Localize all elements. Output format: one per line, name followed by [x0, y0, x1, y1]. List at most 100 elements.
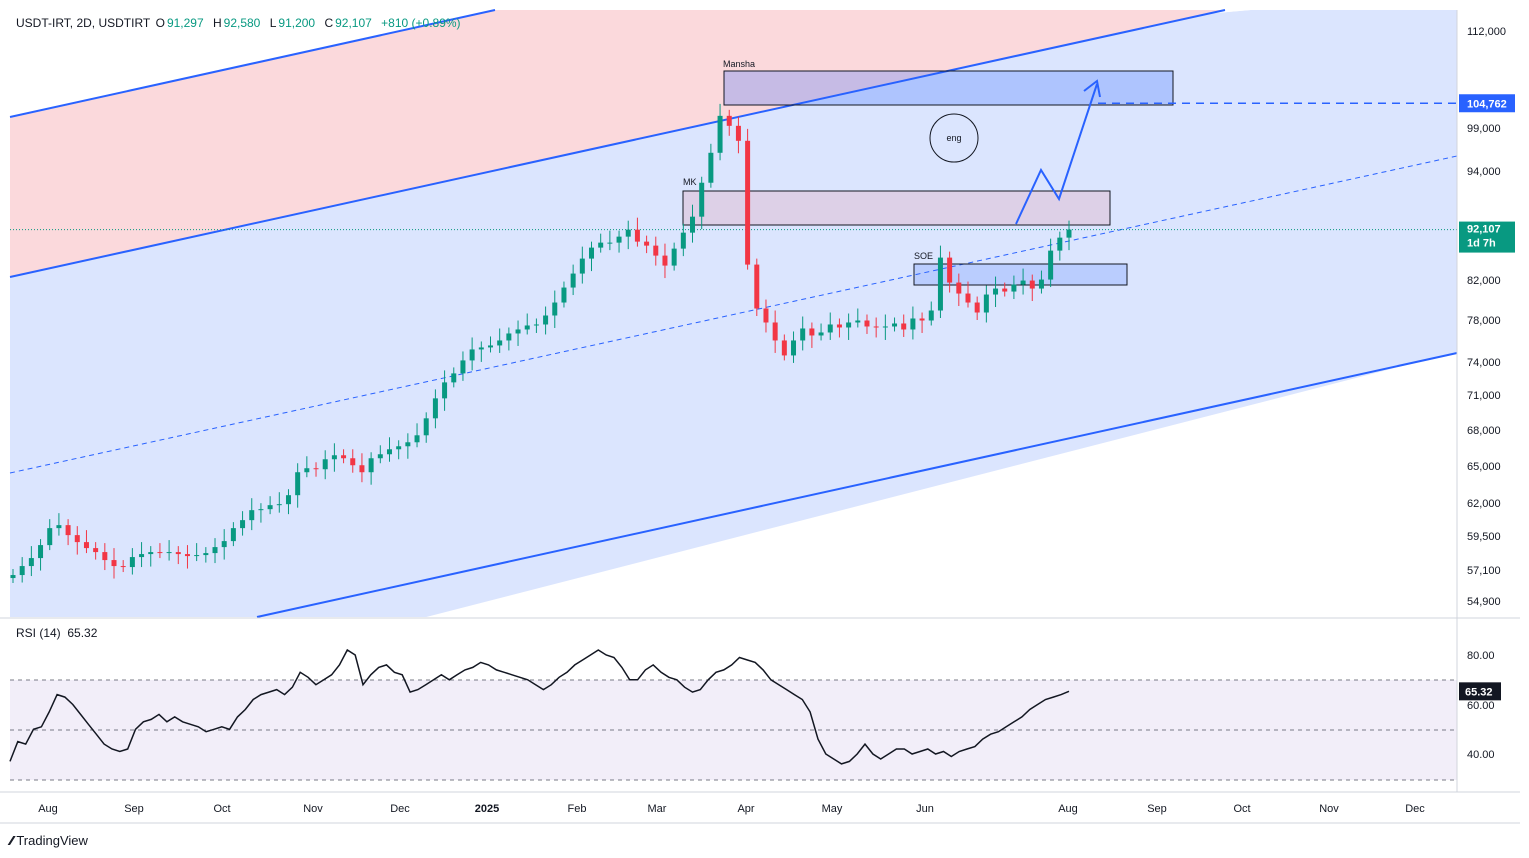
- candle-body: [616, 236, 622, 243]
- time-tick-label: Dec: [390, 803, 410, 815]
- candle-body: [432, 398, 438, 419]
- time-tick-label: Sep: [1147, 803, 1167, 815]
- candle-body: [772, 322, 778, 341]
- candle-body: [396, 446, 402, 450]
- time-tick-label: Oct: [213, 803, 230, 815]
- candle-body: [111, 560, 117, 567]
- candle-body: [690, 216, 696, 233]
- candle-body: [350, 458, 356, 466]
- candle-body: [102, 552, 108, 561]
- close-label: C: [324, 16, 334, 30]
- candle-body: [892, 323, 898, 327]
- candle-body: [708, 152, 714, 183]
- candle-body: [212, 547, 218, 554]
- price-tick-label: 54,900: [1467, 596, 1501, 608]
- candle-body: [754, 264, 760, 309]
- rsi-tick-label: 60.00: [1467, 700, 1495, 712]
- candle-body: [543, 315, 549, 325]
- time-tick-label: Nov: [1319, 803, 1339, 815]
- candle-body: [38, 545, 44, 559]
- candle-body: [809, 328, 815, 336]
- candle-body: [414, 435, 420, 443]
- tradingview-brand[interactable]: ⁄⁄ TradingView: [10, 833, 88, 848]
- rsi-line: [9, 648, 1070, 765]
- soe-label: SOE: [914, 251, 933, 261]
- target-badge-label: 104,762: [1467, 98, 1507, 110]
- candle-body: [653, 245, 659, 256]
- projection-arrowhead: [1083, 79, 1101, 98]
- candle-body: [377, 454, 383, 459]
- low-value: 91,200: [278, 16, 316, 30]
- candle-body: [451, 373, 457, 383]
- candle-body: [818, 332, 824, 336]
- mask-bottom: [0, 617, 1529, 858]
- candle-body: [625, 229, 631, 237]
- open-label: O: [155, 16, 165, 30]
- price-tick-label: 59,500: [1467, 531, 1501, 543]
- candle-body: [800, 328, 806, 341]
- close-value: 92,107: [335, 16, 372, 30]
- mask-right: [1457, 0, 1529, 858]
- candle-body: [313, 468, 319, 470]
- candle-body: [910, 318, 916, 330]
- candle-body: [937, 257, 943, 311]
- candle-body: [919, 318, 925, 321]
- candle-body: [1011, 284, 1017, 292]
- candle-body: [28, 558, 34, 567]
- candle-body: [561, 287, 567, 303]
- candle-body: [240, 520, 246, 529]
- candle-body: [203, 553, 209, 556]
- time-tick-label: Aug: [38, 803, 58, 815]
- price-tick-label: 82,000: [1467, 275, 1501, 287]
- candle-body: [644, 241, 650, 246]
- candle-body: [607, 242, 613, 244]
- price-tick-label: 65,000: [1467, 461, 1501, 473]
- candle-body: [662, 255, 668, 266]
- rsi-tick-label: 80.00: [1467, 650, 1495, 662]
- candle-body: [846, 322, 852, 328]
- price-tick-label: 71,000: [1467, 390, 1501, 402]
- supply-zone-top: [723, 70, 1174, 106]
- change-value: +810 (+0.89%): [381, 16, 461, 30]
- eng-circle: [929, 113, 979, 163]
- brand-text: TradingView: [16, 833, 88, 848]
- candle-body: [1048, 250, 1054, 280]
- candle-body: [1057, 237, 1063, 251]
- candle-body: [983, 294, 989, 313]
- price-tick-label: 94,000: [1467, 166, 1501, 178]
- target-badge: [1459, 94, 1515, 113]
- rsi-badge: [1459, 682, 1501, 701]
- candle-body: [423, 418, 429, 436]
- candle-body: [460, 360, 466, 374]
- time-tick-label: Apr: [737, 803, 754, 815]
- candle-body: [827, 324, 833, 333]
- time-tick-label: Aug: [1058, 803, 1078, 815]
- rsi-value: 65.32: [67, 626, 98, 640]
- candle-body: [56, 525, 62, 529]
- candle-body: [368, 458, 374, 473]
- channel-mid-line: [9, 9, 1226, 278]
- candle-body: [855, 320, 861, 323]
- tradingview-logo-icon: ⁄⁄: [10, 833, 14, 848]
- candle-body: [304, 468, 310, 473]
- candle-body: [506, 333, 512, 341]
- candle-body: [882, 326, 888, 328]
- eng-label: eng: [946, 133, 961, 143]
- time-tick-label: Sep: [124, 803, 144, 815]
- candle-body: [965, 293, 971, 303]
- candle-body: [258, 509, 264, 511]
- time-tick-label: Dec: [1405, 803, 1425, 815]
- candle-body: [524, 325, 530, 330]
- projection-path: [1015, 83, 1098, 225]
- candle-body: [74, 535, 80, 543]
- time-tick-label: Nov: [303, 803, 323, 815]
- candle-body: [148, 552, 154, 555]
- candle-body: [285, 495, 291, 505]
- candle-body: [478, 347, 484, 350]
- time-tick-label: Feb: [568, 803, 587, 815]
- candle-body: [341, 455, 347, 459]
- candle-body: [249, 510, 255, 521]
- candle-body: [442, 382, 448, 399]
- rsi-badge-label: 65.32: [1465, 686, 1493, 698]
